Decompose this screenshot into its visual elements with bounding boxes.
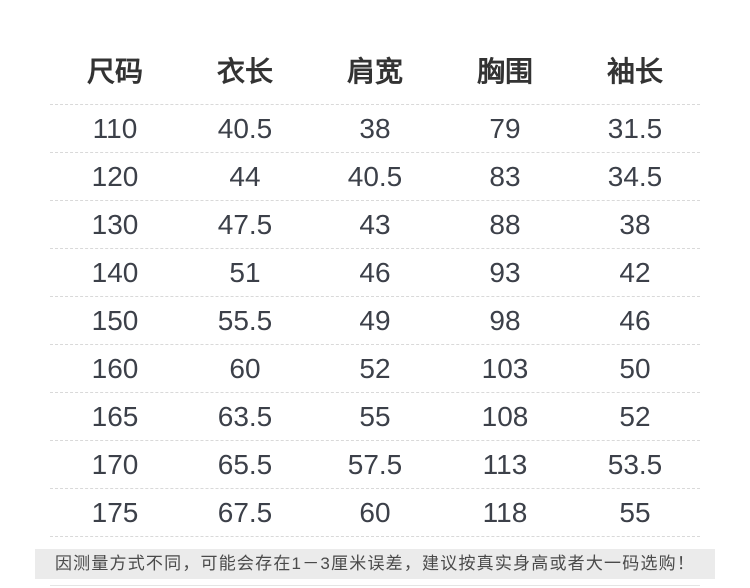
table-cell: 108 bbox=[481, 400, 529, 432]
table-cell: 57.5 bbox=[347, 448, 403, 480]
table-cell: 55 bbox=[619, 496, 651, 528]
table-cell: 93 bbox=[489, 256, 521, 288]
table-cell: 31.5 bbox=[607, 112, 663, 144]
table-cell: 88 bbox=[489, 208, 521, 240]
header-cell: 胸围 bbox=[476, 56, 533, 87]
table-cell: 160 bbox=[91, 352, 139, 384]
table-cell: 50 bbox=[619, 352, 651, 384]
table-body: 110 40.5 38 79 31.5 120 44 40.5 83 34.5 130 47.5 43 8… bbox=[50, 105, 700, 537]
bottom-divider bbox=[50, 585, 700, 586]
table-cell: 60 bbox=[359, 496, 391, 528]
header-cell: 衣长 bbox=[216, 56, 273, 87]
table-cell: 52 bbox=[359, 352, 391, 384]
table-cell: 150 bbox=[91, 304, 139, 336]
table-cell: 49 bbox=[359, 304, 391, 336]
table-cell: 175 bbox=[91, 496, 139, 528]
table-cell: 63.5 bbox=[217, 400, 273, 432]
table-cell: 44 bbox=[229, 160, 261, 192]
measurement-note: 因测量方式不同，可能会存在1－3厘米误差，建议按真实身高或者大一码选购！ bbox=[34, 549, 716, 579]
table-row: 130 47.5 43 88 38 bbox=[50, 201, 700, 249]
table-cell: 98 bbox=[489, 304, 521, 336]
table-cell: 43 bbox=[359, 208, 391, 240]
table-cell: 113 bbox=[482, 448, 528, 480]
table-cell: 65.5 bbox=[217, 448, 273, 480]
table-cell: 51 bbox=[229, 256, 261, 288]
table-row: 170 65.5 57.5 113 53.5 bbox=[50, 441, 700, 489]
table-cell: 42 bbox=[619, 256, 651, 288]
table-row: 175 67.5 60 118 55 bbox=[50, 489, 700, 537]
table-cell: 46 bbox=[359, 256, 391, 288]
table-row: 165 63.5 55 108 52 bbox=[50, 393, 700, 441]
table-row: 150 55.5 49 98 46 bbox=[50, 297, 700, 345]
table-cell: 34.5 bbox=[607, 160, 663, 192]
size-table: 尺码 衣长 肩宽 胸围 袖长 110 40.5 38 79 31.5 120 44 40.5 83 34.… bbox=[50, 0, 700, 537]
table-cell: 140 bbox=[91, 256, 139, 288]
header-cell: 袖长 bbox=[606, 56, 663, 87]
table-cell: 110 bbox=[92, 112, 138, 144]
table-cell: 60 bbox=[229, 352, 261, 384]
table-cell: 40.5 bbox=[217, 112, 273, 144]
measurement-note-text: 因测量方式不同，可能会存在1－3厘米误差，建议按真实身高或者大一码选购！ bbox=[54, 554, 696, 573]
table-cell: 46 bbox=[619, 304, 651, 336]
table-cell: 38 bbox=[619, 208, 651, 240]
table-cell: 118 bbox=[482, 496, 528, 528]
table-row: 120 44 40.5 83 34.5 bbox=[50, 153, 700, 201]
table-cell: 55.5 bbox=[217, 304, 273, 336]
table-cell: 52 bbox=[619, 400, 651, 432]
table-cell: 55 bbox=[359, 400, 391, 432]
table-header-row: 尺码 衣长 肩宽 胸围 袖长 bbox=[50, 40, 700, 105]
table-cell: 130 bbox=[91, 208, 139, 240]
table-row: 110 40.5 38 79 31.5 bbox=[50, 105, 700, 153]
table-cell: 103 bbox=[481, 352, 529, 384]
header-cell: 尺码 bbox=[86, 56, 143, 87]
table-cell: 53.5 bbox=[607, 448, 663, 480]
table-cell: 165 bbox=[91, 400, 139, 432]
table-cell: 120 bbox=[91, 160, 139, 192]
table-cell: 40.5 bbox=[347, 160, 403, 192]
note-row: 因测量方式不同，可能会存在1－3厘米误差，建议按真实身高或者大一码选购！ bbox=[0, 549, 750, 579]
table-cell: 170 bbox=[91, 448, 139, 480]
table-row: 160 60 52 103 50 bbox=[50, 345, 700, 393]
header-cell: 肩宽 bbox=[346, 56, 403, 87]
table-cell: 79 bbox=[489, 112, 521, 144]
table-cell: 38 bbox=[359, 112, 391, 144]
table-cell: 83 bbox=[489, 160, 521, 192]
table-cell: 47.5 bbox=[217, 208, 273, 240]
table-cell: 67.5 bbox=[217, 496, 273, 528]
table-row: 140 51 46 93 42 bbox=[50, 249, 700, 297]
